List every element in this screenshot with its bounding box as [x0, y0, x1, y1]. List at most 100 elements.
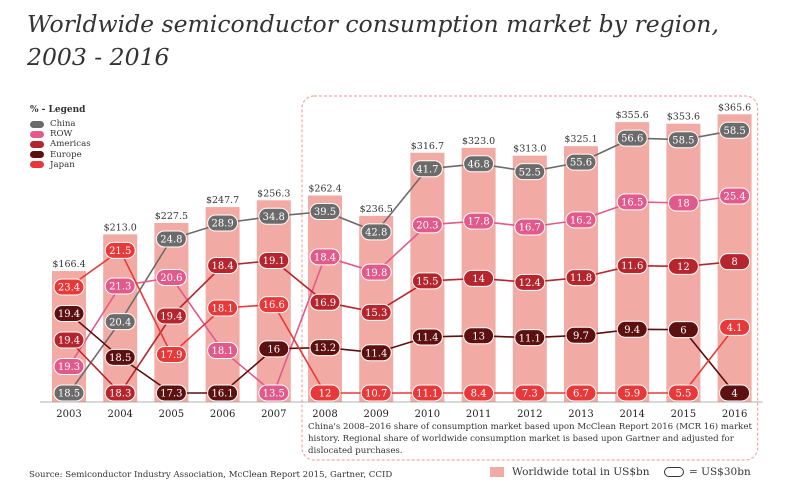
bubble-japan — [155, 345, 187, 363]
bubble-japan — [309, 384, 341, 402]
bubble-label: 25.4 — [723, 192, 745, 203]
bubble-label: 9.4 — [624, 325, 640, 336]
bubble-americas — [463, 269, 495, 287]
bubble-label: 18.5 — [109, 353, 131, 364]
bubble-china — [258, 207, 290, 225]
legend-label: Europe — [50, 149, 82, 160]
bubble-label: 8 — [731, 257, 737, 268]
bubble-china — [616, 129, 648, 147]
bubble-label: 41.7 — [416, 164, 438, 175]
x-tick-label: 2015 — [671, 409, 696, 420]
bubble-japan — [565, 384, 597, 402]
legend-label: China — [50, 119, 76, 130]
bubble-row — [667, 194, 699, 212]
total-label: $365.6 — [718, 102, 751, 113]
bubble-label: 58.5 — [672, 135, 694, 146]
source-note: Source: Semiconductor Industry Associati… — [29, 470, 393, 480]
bubble-china — [667, 131, 699, 149]
bubble-americas — [258, 251, 290, 269]
x-tick-label: 2016 — [722, 409, 747, 420]
bubble-japan — [104, 241, 136, 259]
bubble-label: 18.3 — [109, 389, 131, 400]
bubble-label: 20.3 — [416, 220, 438, 231]
legend-swatch-europe — [30, 151, 44, 159]
bubble-label: 12 — [677, 262, 690, 273]
bubble-label: 16.1 — [211, 389, 233, 400]
bubble-label: 16.5 — [621, 197, 643, 208]
bubble-label: 10.7 — [365, 389, 387, 400]
bubble-europe — [309, 339, 341, 357]
bubble-label: 18.1 — [211, 304, 233, 315]
legend-total: Worldwide total in US$bn — [490, 466, 650, 478]
bubble-label: 13 — [472, 331, 485, 342]
bubble-europe — [360, 344, 392, 362]
bubble-row — [104, 277, 136, 295]
legend-total-swatch — [490, 467, 504, 477]
bubble-label: 4.1 — [727, 323, 743, 334]
bubble-china — [53, 384, 85, 402]
total-label: $236.5 — [360, 204, 393, 215]
bubble-row — [719, 187, 751, 205]
bubble-label: 16.7 — [519, 223, 541, 234]
x-tick-label: 2005 — [159, 409, 184, 420]
bubble-japan — [411, 384, 443, 402]
bubble-row — [411, 216, 443, 234]
bubble-row — [53, 358, 85, 376]
bubble-row — [207, 342, 239, 360]
bubble-americas — [53, 331, 85, 349]
bubble-label: 17.9 — [160, 350, 182, 361]
x-tick-label: 2013 — [568, 409, 593, 420]
bubble-label: 18.4 — [314, 252, 336, 263]
bubble-label: 19.4 — [58, 336, 80, 347]
bubble-label: 24.8 — [160, 235, 182, 246]
bubble-label: 56.6 — [621, 134, 643, 145]
legend-item-europe: Europe — [30, 150, 91, 160]
x-tick-label: 2010 — [415, 409, 440, 420]
bubble-europe — [155, 384, 187, 402]
bubble-label: 18 — [677, 199, 690, 210]
legend-item-row: ROW — [30, 129, 91, 139]
bubble-label: 5.9 — [624, 389, 640, 400]
bubble-japan — [53, 278, 85, 296]
bubble-label: 13.2 — [314, 343, 336, 354]
chart-note: China's 2008–2016 share of consumption m… — [308, 422, 752, 456]
bubble-label: 7.3 — [522, 389, 538, 400]
highlight-frame — [301, 95, 759, 461]
x-tick-label: 2008 — [312, 409, 337, 420]
bubble-row — [155, 268, 187, 286]
bubble-japan — [463, 384, 495, 402]
bubble-japan — [360, 384, 392, 402]
legend-swatch-japan — [30, 161, 44, 169]
bubble-row — [309, 248, 341, 266]
bubble-label: 28.9 — [211, 219, 233, 230]
bubble-china — [411, 160, 443, 178]
legend: % - Legend China ROW Americas Europe Japan — [30, 105, 91, 170]
total-label: $316.7 — [411, 141, 444, 152]
bubble-label: 11.1 — [519, 333, 541, 344]
bubble-japan — [719, 318, 751, 336]
bubble-china — [360, 223, 392, 241]
bubble-row — [463, 212, 495, 230]
bubble-china — [565, 153, 597, 171]
legend-swatch-americas — [30, 140, 44, 148]
legend-swatch-row — [30, 130, 44, 138]
bubble-label: 12.4 — [519, 278, 541, 289]
bubble-row — [514, 218, 546, 236]
bubble-europe — [514, 329, 546, 347]
bubble-europe — [53, 305, 85, 323]
bubble-japan — [258, 296, 290, 314]
total-label: $247.7 — [206, 195, 239, 206]
x-tick-label: 2012 — [517, 409, 542, 420]
chart-title: Worldwide semiconductor consumption mark… — [27, 10, 719, 71]
bubble-europe — [411, 328, 443, 346]
bubble-label: 9.7 — [573, 331, 589, 342]
bubble-label: 16.9 — [314, 298, 336, 309]
bubble-label: 11.6 — [621, 261, 643, 272]
bubble-label: 21.3 — [109, 282, 131, 293]
bubble-china — [207, 214, 239, 232]
bubble-label: 17.8 — [467, 217, 489, 228]
bubble-label: 18.5 — [58, 389, 80, 400]
bubble-americas — [309, 293, 341, 311]
bubble-japan — [667, 384, 699, 402]
bubble-label: 11.8 — [570, 273, 592, 284]
